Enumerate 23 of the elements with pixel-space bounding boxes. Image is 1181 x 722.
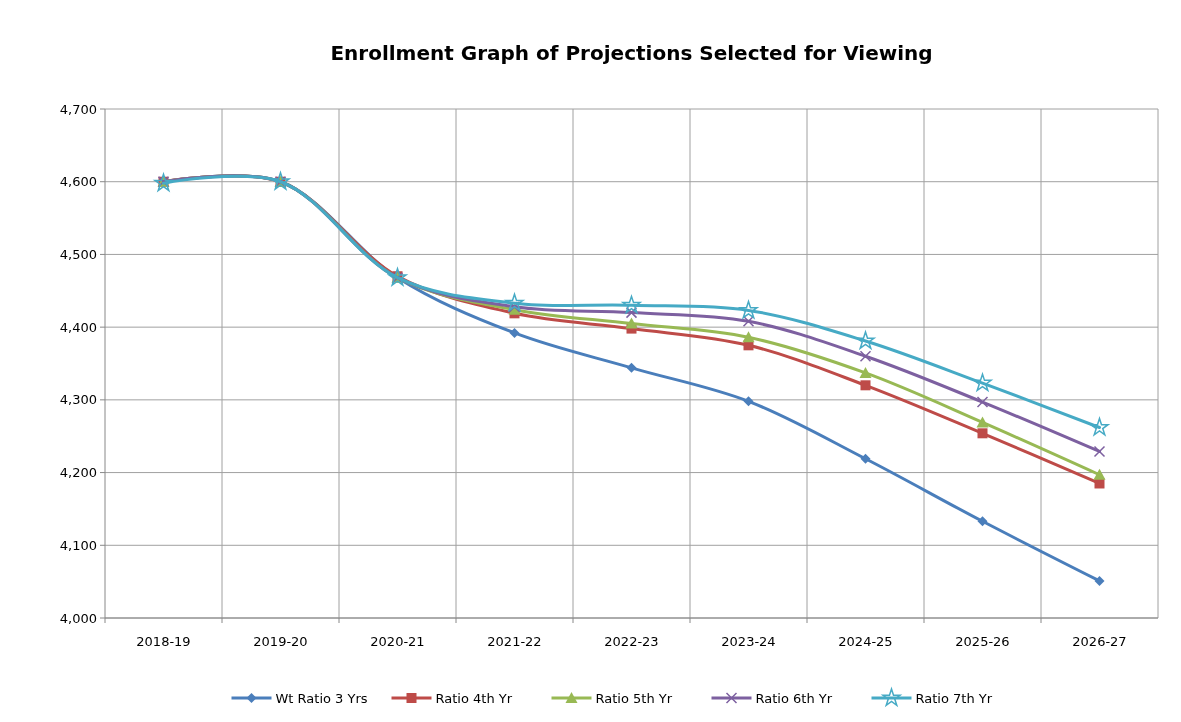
y-tick-label: 4,400 [59,319,97,335]
y-tick-label: 4,100 [59,537,97,553]
chart-title: Enrollment Graph of Projections Selected for Viewing [330,41,933,65]
y-tick-label: 4,300 [59,392,97,408]
legend-label: Ratio 7th Yr [915,690,993,706]
y-tick-label: 4,500 [59,246,97,262]
y-tick-label: 4,600 [59,174,97,190]
x-tick-label: 2023-24 [721,634,776,649]
x-tick-label: 2024-25 [838,634,893,649]
y-tick-label: 4,700 [59,101,97,117]
x-tick-label: 2026-27 [1072,634,1127,649]
x-tick-label: 2025-26 [955,634,1010,649]
legend-label: Wt Ratio 3 Yrs [275,690,368,706]
legend-label: Ratio 4th Yr [435,690,513,706]
legend-label: Ratio 6th Yr [755,690,833,706]
x-tick-label: 2020-21 [370,634,425,649]
x-tick-label: 2019-20 [253,634,308,649]
x-tick-label: 2021-22 [487,634,542,649]
y-tick-label: 4,000 [59,610,97,626]
y-tick-label: 4,200 [59,465,97,481]
x-tick-label: 2022-23 [604,634,659,649]
x-tick-label: 2018-19 [136,634,191,649]
legend-label: Ratio 5th Yr [595,690,673,706]
